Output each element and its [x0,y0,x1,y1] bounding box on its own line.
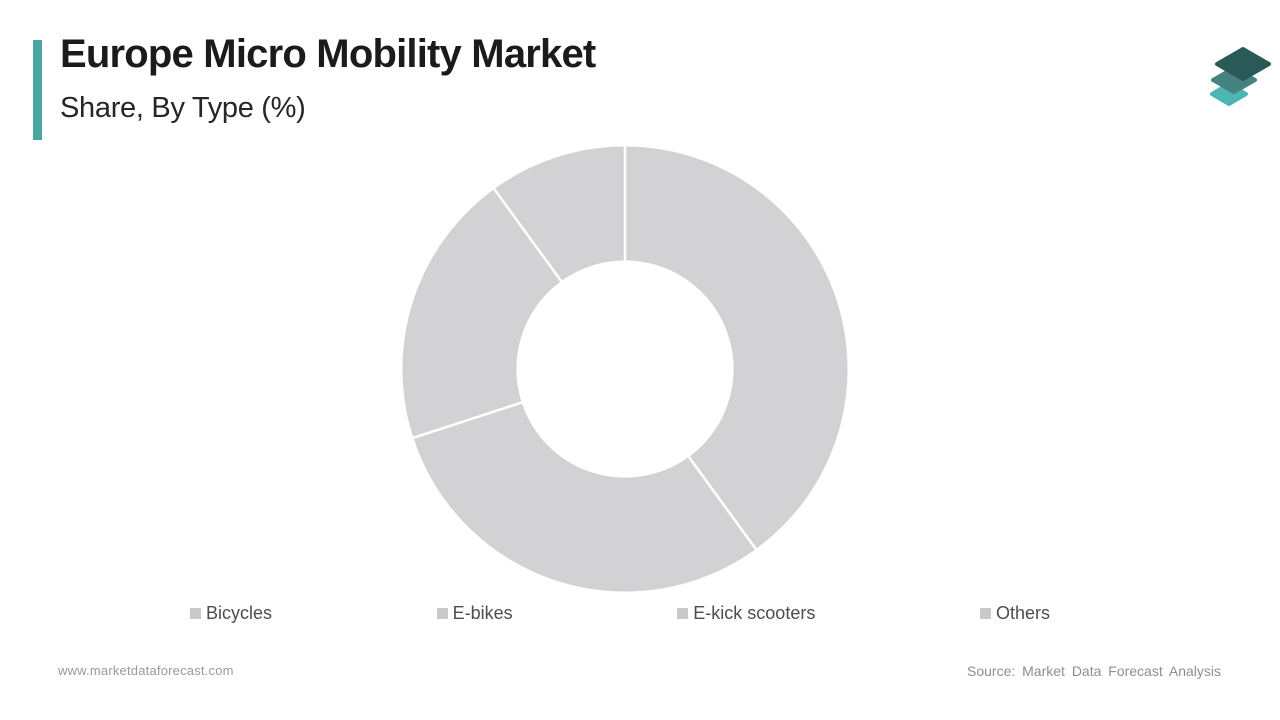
donut-rim [515,259,735,479]
donut-slice-e-kick-scooters [403,189,561,438]
donut-slice-e-bikes [413,402,756,591]
page-title: Europe Micro Mobility Market [60,32,596,76]
legend-item-e-kick-scooters: E-kick scooters [677,603,815,624]
donut-chart-svg [402,146,848,592]
donut-slice-others [494,147,625,281]
logo-tile-top [1215,47,1271,81]
chart-legend: Bicycles E-bikes E-kick scooters Others [190,601,1050,625]
legend-swatch-icon [677,608,689,619]
page-subtitle: Share, By Type (%) [60,92,306,124]
legend-label: E-kick scooters [693,602,816,623]
slice-divider [492,187,563,283]
company-logo-icon [1210,47,1271,106]
legend-swatch-icon [190,608,201,619]
legend-item-e-bikes: E-bikes [436,602,513,624]
legend-item-others: Others [979,602,1050,624]
footer-website: www.marketdataforecast.com [58,663,234,678]
legend-swatch-icon [436,608,448,619]
legend-item-bicycles: Bicycles [190,603,272,624]
legend-label: Others [995,602,1050,623]
slice-divider [687,455,758,551]
legend-swatch-icon [979,608,991,619]
title-accent-bar [33,40,42,140]
footer-source: Source: Market Data Forecast Analysis [967,663,1221,679]
donut-slice-bicycles [625,147,847,549]
legend-label: E-bikes [452,602,513,623]
legend-label: Bicycles [206,602,273,623]
slice-divider [412,401,523,440]
